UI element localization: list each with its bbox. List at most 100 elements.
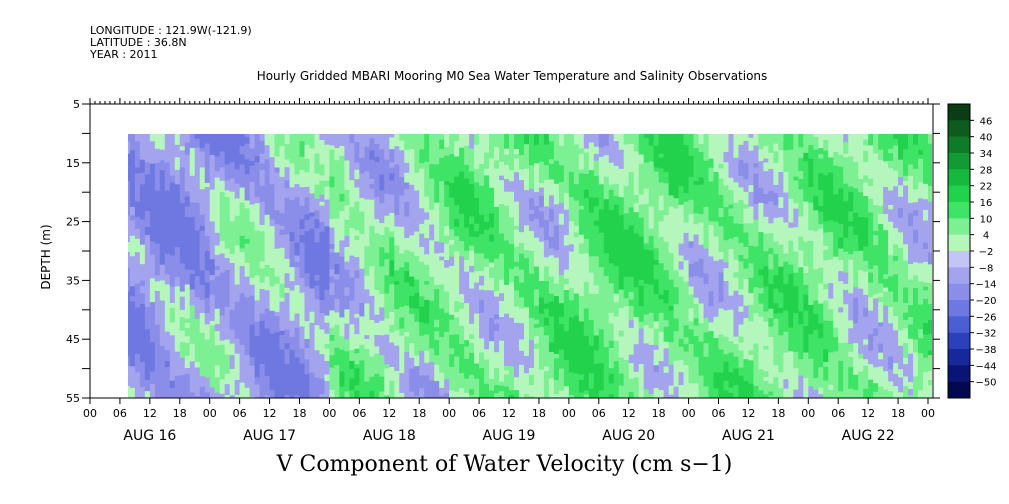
heatmap-cell bbox=[638, 384, 645, 398]
heatmap-cell bbox=[389, 359, 395, 368]
heatmap-cell bbox=[269, 376, 276, 391]
heatmap-cell bbox=[903, 217, 909, 224]
heatmap-cell bbox=[523, 182, 530, 191]
heatmap-cell bbox=[339, 169, 345, 182]
heatmap-cell bbox=[618, 254, 625, 267]
heatmap-cell bbox=[369, 320, 375, 332]
heatmap-cell bbox=[873, 391, 879, 398]
heatmap-cell bbox=[484, 175, 490, 181]
heatmap-cell bbox=[743, 268, 750, 280]
heatmap-cell bbox=[758, 161, 764, 175]
heatmap-cell bbox=[189, 191, 196, 203]
heatmap-cell bbox=[369, 150, 375, 161]
heatmap-cell bbox=[683, 351, 690, 366]
heatmap-cell bbox=[134, 294, 141, 308]
heatmap-cell bbox=[563, 221, 570, 236]
heatmap-cell bbox=[858, 242, 864, 252]
heatmap-cell bbox=[743, 199, 750, 205]
heatmap-cell bbox=[299, 178, 306, 188]
heatmap-cell bbox=[743, 300, 750, 307]
heatmap-cell bbox=[693, 224, 700, 231]
heatmap-cell bbox=[149, 371, 156, 385]
x-hour-tick-label: 18 bbox=[891, 407, 905, 420]
heatmap-cell bbox=[858, 353, 864, 359]
heatmap-cell bbox=[179, 342, 186, 359]
heatmap-cell bbox=[384, 243, 390, 254]
heatmap-cell bbox=[783, 232, 789, 238]
heatmap-cell bbox=[164, 284, 171, 298]
heatmap-cell bbox=[319, 312, 326, 318]
heatmap-cell bbox=[144, 187, 151, 203]
heatmap-cell bbox=[249, 295, 256, 309]
heatmap-cell bbox=[603, 339, 610, 348]
heatmap-cell bbox=[908, 324, 914, 340]
heatmap-cell bbox=[598, 273, 605, 290]
heatmap-cell bbox=[309, 179, 316, 194]
heatmap-cell bbox=[568, 317, 575, 324]
heatmap-cell bbox=[843, 342, 849, 349]
heatmap-cell bbox=[204, 346, 211, 355]
heatmap-cell bbox=[753, 278, 760, 283]
heatmap-cell bbox=[344, 363, 350, 372]
heatmap-cell bbox=[319, 231, 326, 245]
heatmap-cell bbox=[788, 240, 794, 247]
heatmap-cell bbox=[294, 383, 301, 388]
heatmap-cell bbox=[414, 176, 420, 191]
heatmap-cell bbox=[314, 153, 321, 164]
heatmap-cell bbox=[563, 394, 570, 398]
heatmap-cell bbox=[189, 361, 196, 371]
heatmap-cell bbox=[738, 144, 745, 161]
heatmap-cell bbox=[344, 145, 350, 161]
heatmap-cell bbox=[274, 341, 281, 354]
heatmap-cell bbox=[763, 266, 769, 277]
heatmap-cell bbox=[269, 157, 276, 164]
heatmap-cell bbox=[334, 324, 341, 341]
heatmap-cell bbox=[204, 282, 211, 299]
heatmap-cell bbox=[494, 377, 500, 386]
heatmap-cell bbox=[329, 389, 336, 398]
heatmap-cell bbox=[703, 356, 710, 368]
heatmap-cell bbox=[449, 209, 455, 225]
heatmap-cell bbox=[499, 170, 505, 177]
heatmap-cell bbox=[878, 373, 884, 387]
heatmap-cell bbox=[808, 350, 814, 360]
heatmap-cell bbox=[643, 262, 650, 276]
heatmap-cell bbox=[174, 385, 181, 398]
heatmap-cell bbox=[369, 391, 375, 398]
heatmap-cell bbox=[713, 221, 720, 227]
heatmap-cell bbox=[169, 162, 176, 172]
heatmap-cell bbox=[768, 172, 774, 180]
heatmap-cell bbox=[743, 208, 750, 224]
heatmap-cell bbox=[633, 302, 640, 318]
heatmap-cell bbox=[474, 223, 480, 232]
heatmap-cell bbox=[573, 167, 580, 172]
heatmap-cell bbox=[299, 200, 306, 207]
heatmap-cell bbox=[184, 269, 191, 285]
heatmap-cell bbox=[843, 251, 849, 261]
heatmap-cell bbox=[349, 227, 355, 239]
heatmap-cell bbox=[279, 213, 286, 218]
heatmap-cell bbox=[748, 341, 755, 351]
heatmap-cell bbox=[504, 227, 510, 241]
heatmap-cell bbox=[489, 278, 495, 291]
heatmap-cell bbox=[828, 368, 834, 386]
heatmap-cell bbox=[294, 267, 301, 280]
heatmap-cell bbox=[409, 134, 415, 144]
heatmap-cell bbox=[404, 276, 410, 283]
heatmap-cell bbox=[404, 271, 410, 277]
heatmap-cell bbox=[923, 298, 929, 315]
heatmap-cell bbox=[768, 326, 774, 338]
heatmap-cell bbox=[743, 185, 750, 193]
heatmap-cell bbox=[449, 162, 455, 168]
heatmap-cell bbox=[189, 253, 196, 257]
heatmap-cell bbox=[254, 275, 261, 280]
heatmap-cell bbox=[159, 212, 166, 227]
heatmap-cell bbox=[149, 289, 156, 303]
heatmap-cell bbox=[773, 193, 779, 206]
heatmap-cell bbox=[399, 274, 405, 288]
heatmap-cell bbox=[509, 376, 515, 385]
heatmap-cell bbox=[653, 201, 660, 211]
heatmap-cell bbox=[229, 263, 236, 274]
heatmap-cell bbox=[299, 303, 306, 315]
heatmap-cell bbox=[583, 355, 590, 363]
